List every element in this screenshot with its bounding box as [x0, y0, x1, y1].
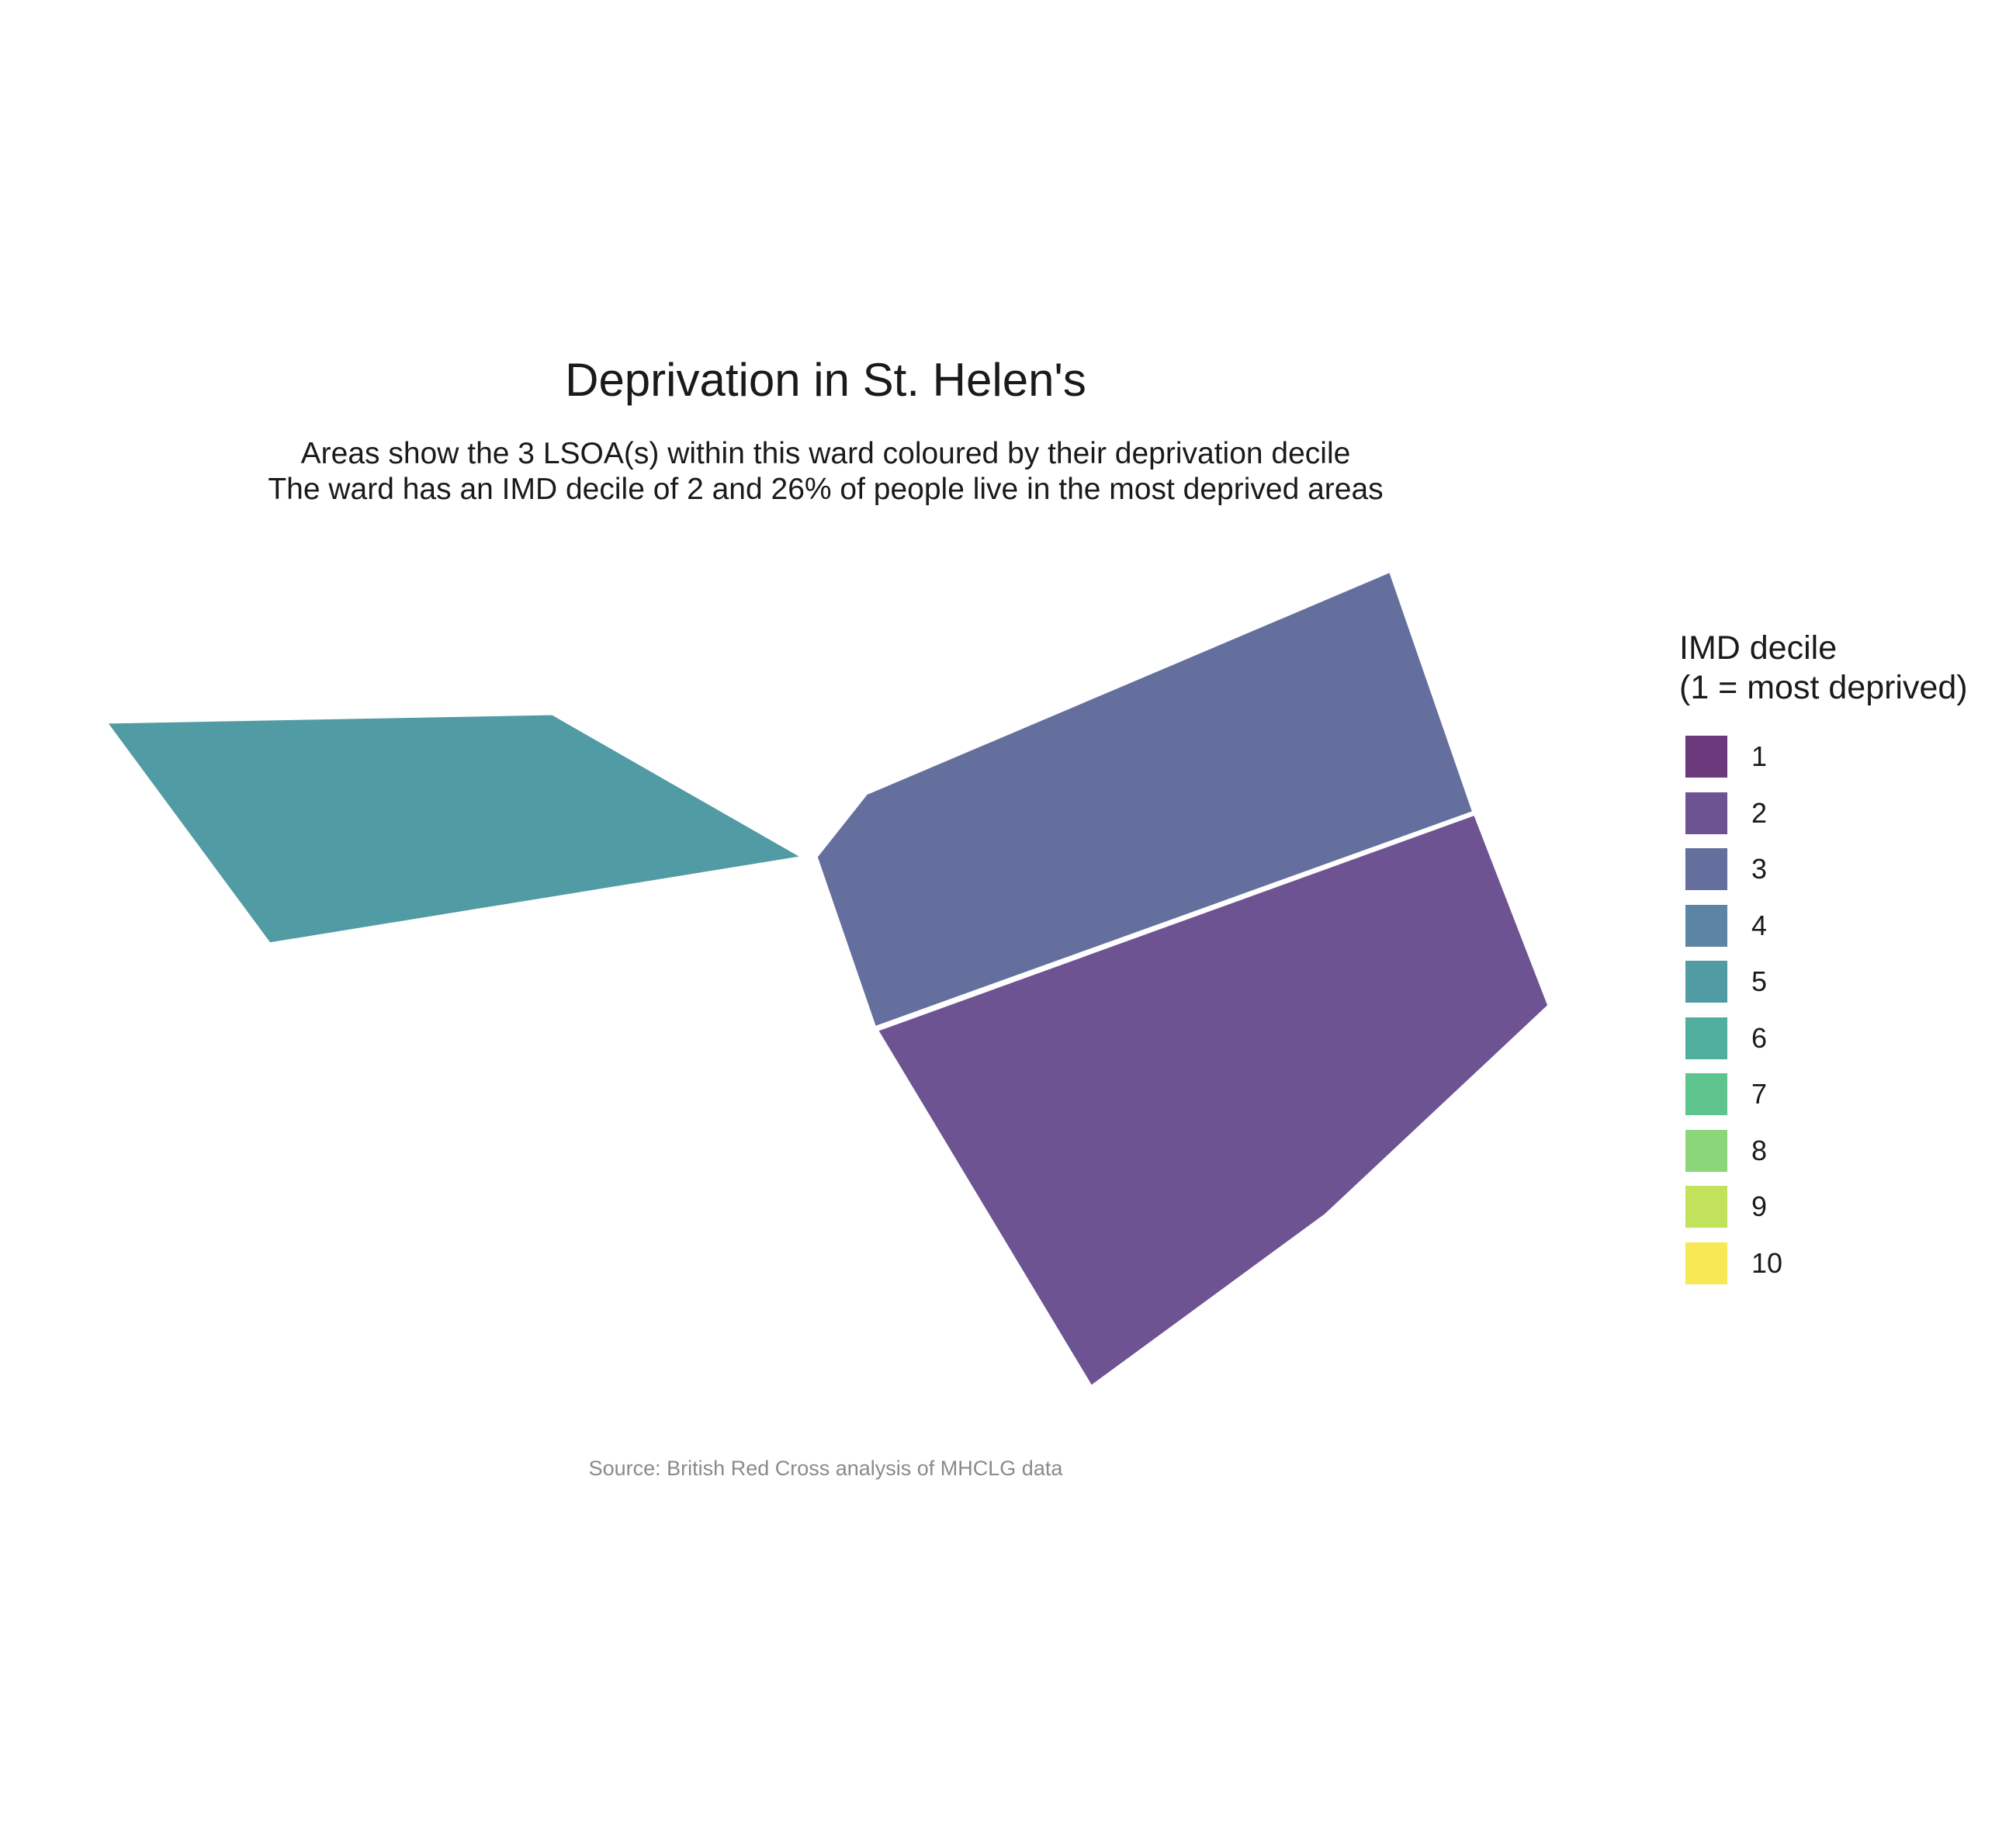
- legend-label: 7: [1751, 1078, 1768, 1110]
- legend-swatch: [1685, 848, 1727, 890]
- legend-label: 10: [1751, 1247, 1783, 1279]
- legend-label: 5: [1751, 965, 1768, 997]
- legend-swatch: [1685, 1186, 1727, 1228]
- legend-label: 2: [1751, 797, 1768, 829]
- legend-item: 2: [1685, 792, 1918, 834]
- legend-item: 5: [1685, 961, 1918, 1003]
- legend-label: 6: [1751, 1022, 1768, 1054]
- legend-label: 8: [1751, 1135, 1768, 1166]
- map-subtitle-line-2: The ward has an IMD decile of 2 and 26% …: [268, 473, 1384, 506]
- legend-swatch: [1685, 736, 1727, 778]
- legend-label: 9: [1751, 1190, 1768, 1222]
- legend-swatch: [1685, 1242, 1727, 1284]
- legend-swatch: [1685, 905, 1727, 947]
- legend-item: 7: [1685, 1073, 1918, 1115]
- legend-item: 3: [1685, 848, 1918, 890]
- legend-item: 9: [1685, 1186, 1918, 1228]
- legend-item: 6: [1685, 1017, 1918, 1059]
- map-subtitle-line-1: Areas show the 3 LSOA(s) within this war…: [300, 437, 1351, 470]
- legend-label: 3: [1751, 853, 1768, 885]
- legend-swatch: [1685, 1017, 1727, 1059]
- legend-item: 1: [1685, 736, 1918, 778]
- legend-title-line-2: (1 = most deprived): [1679, 669, 1968, 706]
- legend-swatch: [1685, 792, 1727, 834]
- legend-item: 10: [1685, 1242, 1918, 1284]
- legend-title-line-1: IMD decile: [1679, 629, 1838, 667]
- legend-swatch: [1685, 961, 1727, 1003]
- map-title: Deprivation in St. Helen's: [565, 354, 1086, 406]
- legend-item: 4: [1685, 905, 1918, 947]
- map-caption: Source: British Red Cross analysis of MH…: [588, 1457, 1063, 1480]
- legend-swatch: [1685, 1073, 1727, 1115]
- legend-label: 1: [1751, 740, 1768, 772]
- lsoa-area-southeast: [874, 811, 1552, 1390]
- legend-swatch: [1685, 1130, 1727, 1172]
- legend-label: 4: [1751, 910, 1768, 941]
- legend-item: 8: [1685, 1130, 1918, 1172]
- lsoa-area-west: [102, 711, 807, 947]
